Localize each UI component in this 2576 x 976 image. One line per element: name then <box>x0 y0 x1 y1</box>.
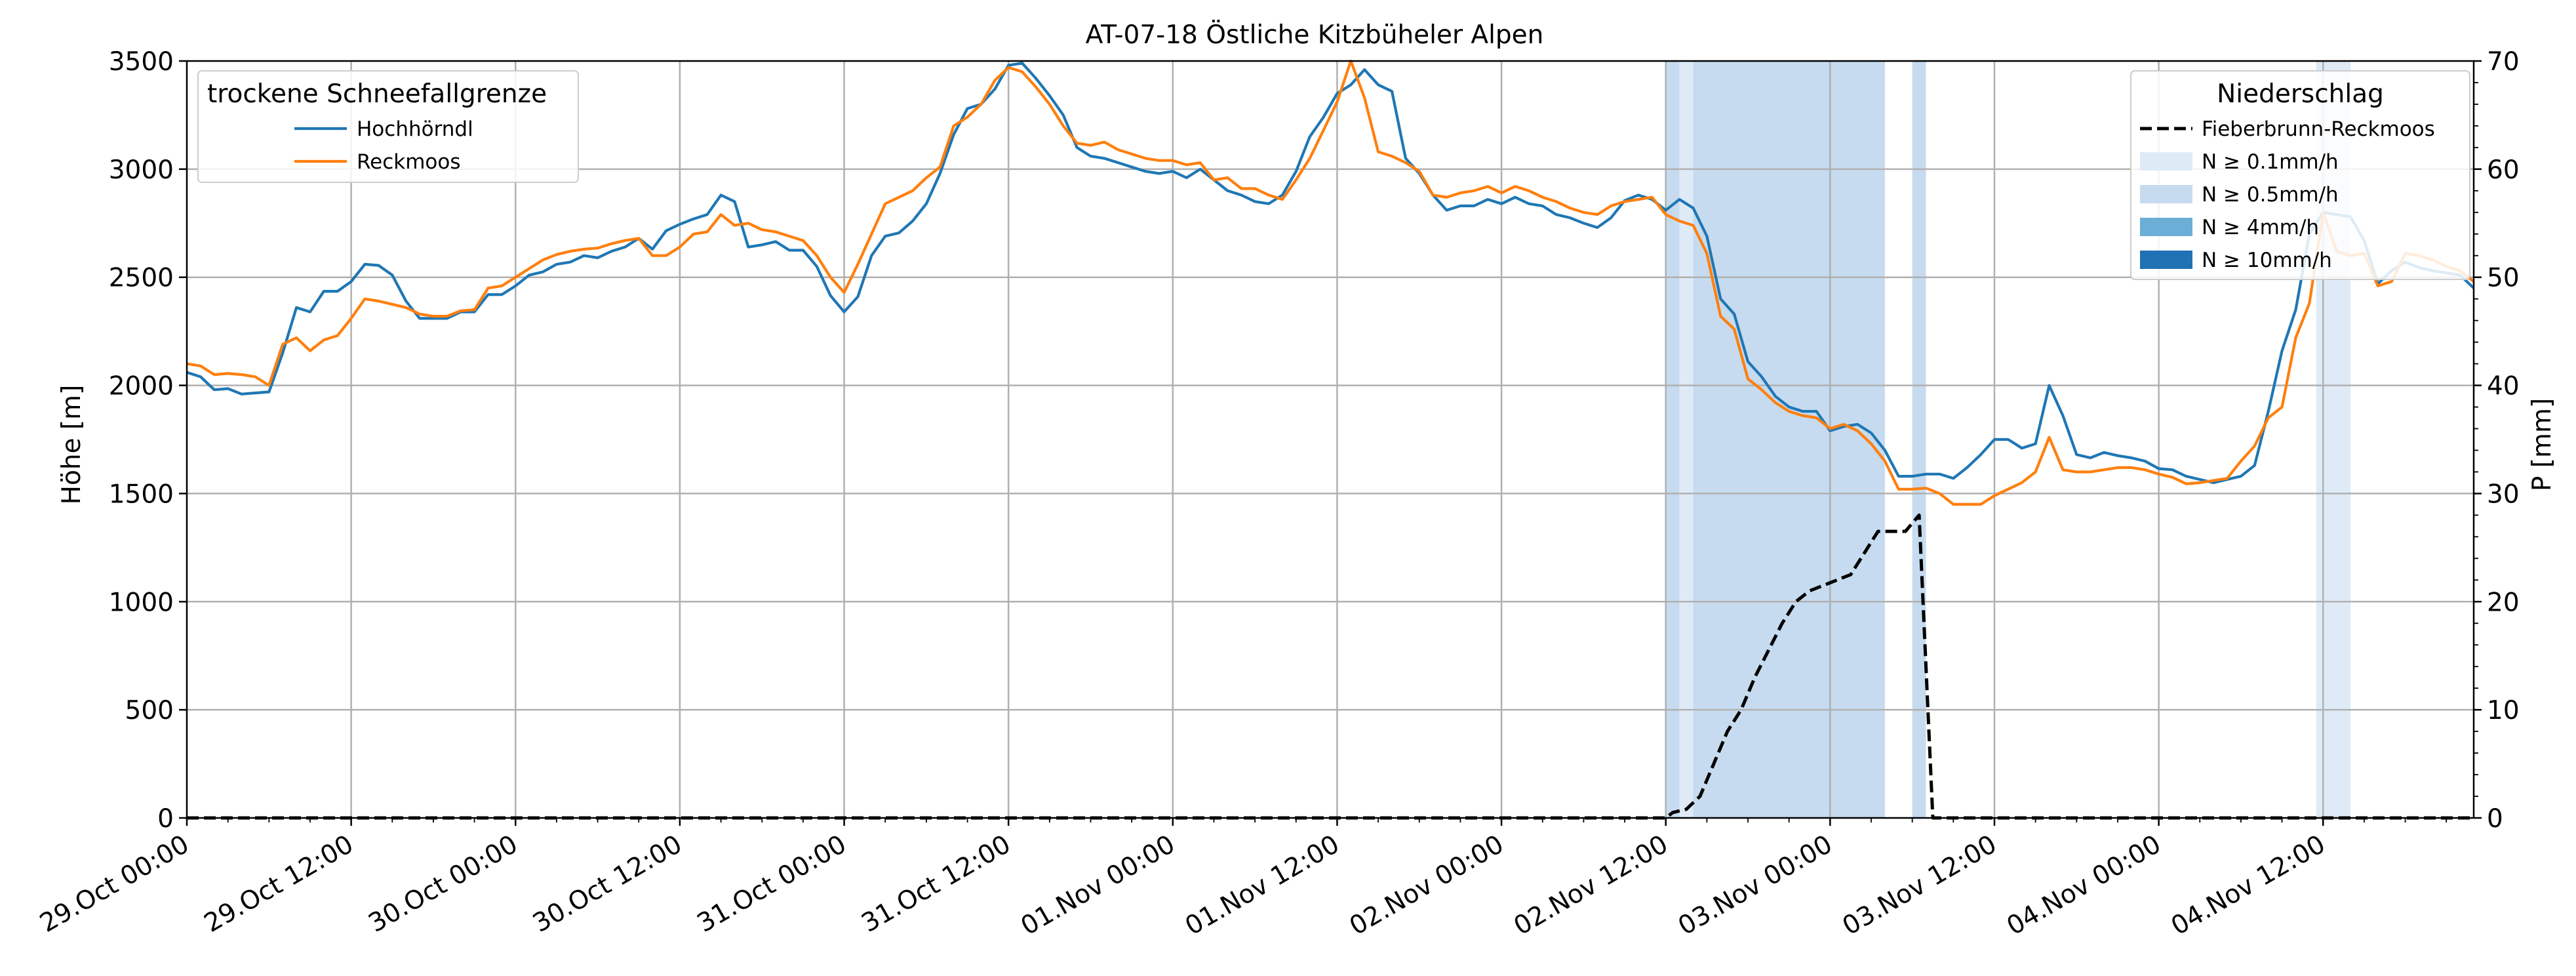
plot-frame <box>186 60 2475 819</box>
legend-left-title: trockene Schneefallgrenze <box>207 79 547 109</box>
y-tick-label-left-7: 3500 <box>109 47 174 77</box>
y-tick-label-right-4: 40 <box>2487 372 2520 401</box>
series-line-0 <box>186 62 2475 484</box>
y-tick-label-right-1: 10 <box>2487 696 2520 725</box>
y-tick-label-left-0: 0 <box>157 804 174 834</box>
y-tick-label-left-4: 2000 <box>109 372 174 401</box>
y-tick-label-right-2: 20 <box>2487 588 2520 617</box>
legend-left-label-0: Hochhörndl <box>357 117 473 141</box>
legend-snowline: trockene Schneefallgrenze Hochhörndl Reckm… <box>197 70 579 183</box>
legend-left-label-1: Reckmoos <box>357 150 461 174</box>
legend-right-swatch-4 <box>2140 251 2192 269</box>
y-tick-label-right-6: 60 <box>2487 155 2520 185</box>
legend-left-box <box>197 70 579 183</box>
y-tick-label-right-7: 70 <box>2487 47 2520 77</box>
legend-right-swatch-3 <box>2140 218 2192 236</box>
precip-band-0 <box>1665 61 1680 818</box>
series-lines <box>186 59 2475 820</box>
y-axis-label-right: P [mm] <box>2527 398 2557 491</box>
y-tick-label-left-6: 3000 <box>109 155 174 185</box>
y-tick-label-left-5: 2500 <box>109 264 174 293</box>
y-tick-label-right-0: 0 <box>2487 804 2503 834</box>
legend-right-box <box>2130 70 2470 280</box>
legend-right-label-3: N ≥ 4mm/h <box>2202 216 2319 239</box>
legend-right-swatch-1 <box>2140 152 2192 171</box>
legend-right-label-0: Fieberbrunn-Reckmoos <box>2202 117 2435 141</box>
y-tick-label-left-3: 1500 <box>109 479 174 509</box>
precip-band-3 <box>1912 61 1926 818</box>
series-line-2 <box>187 513 2474 820</box>
y-tick-label-right-5: 50 <box>2487 264 2520 293</box>
y-tick-label-left-2: 1000 <box>109 588 174 617</box>
y-axis-label-left: Höhe [m] <box>57 385 87 505</box>
precip-band-1 <box>1679 61 1694 818</box>
legend-right-label-1: N ≥ 0.1mm/h <box>2202 150 2339 174</box>
series-line-1 <box>186 59 2475 506</box>
y-tick-label-right-3: 30 <box>2487 479 2520 509</box>
precip-band-2 <box>1693 61 1885 818</box>
chart-title: AT-07-18 Östliche Kitzbüheler Alpen <box>1086 20 1544 50</box>
legend-right-label-2: N ≥ 0.5mm/h <box>2202 183 2339 207</box>
legend-right-title: Niederschlag <box>2217 79 2384 109</box>
legend-right-swatch-2 <box>2140 185 2192 203</box>
legend-precipitation: Niederschlag Fieberbrunn-Reckmoos N ≥ 0.1m… <box>2130 70 2470 280</box>
y-tick-label-left-1: 500 <box>125 696 174 725</box>
legend-right-label-4: N ≥ 10mm/h <box>2202 249 2332 272</box>
